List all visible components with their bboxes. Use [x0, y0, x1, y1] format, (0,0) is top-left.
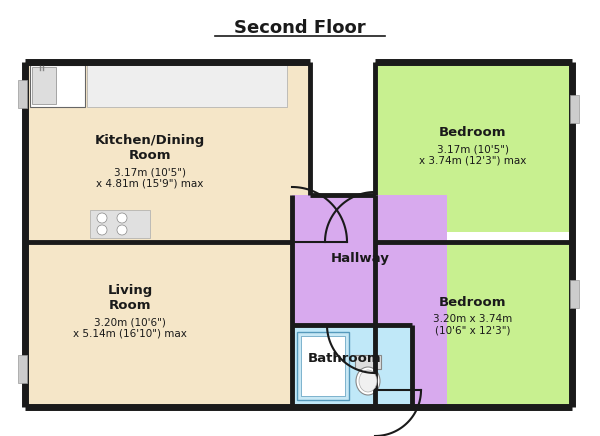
Circle shape — [97, 213, 107, 223]
Bar — [297, 332, 349, 400]
Circle shape — [117, 213, 127, 223]
Bar — [87, 65, 287, 107]
Text: 3.17m (10'5")
x 3.74m (12'3") max: 3.17m (10'5") x 3.74m (12'3") max — [419, 144, 527, 166]
Text: Kitchen/Dining
Room: Kitchen/Dining Room — [95, 134, 205, 162]
Bar — [25, 62, 310, 242]
Bar — [292, 195, 447, 407]
Bar — [18, 355, 27, 383]
Bar — [375, 62, 572, 232]
Text: Hallway: Hallway — [331, 252, 389, 265]
Text: 3.20m x 3.74m
(10'6" x 12'3"): 3.20m x 3.74m (10'6" x 12'3") — [433, 314, 512, 336]
Ellipse shape — [359, 370, 377, 392]
Text: 3.17m (10'5")
x 4.81m (15'9") max: 3.17m (10'5") x 4.81m (15'9") max — [97, 167, 203, 189]
Text: Bathroom: Bathroom — [308, 351, 382, 364]
Text: Living
Room: Living Room — [107, 284, 152, 312]
Bar — [90, 210, 150, 238]
Bar — [375, 242, 572, 407]
Bar — [25, 242, 295, 407]
Text: Bedroom: Bedroom — [439, 296, 507, 309]
Bar — [32, 67, 56, 104]
Bar — [301, 336, 345, 396]
Bar — [18, 80, 27, 108]
Bar — [292, 325, 412, 407]
Text: Bedroom: Bedroom — [439, 126, 507, 139]
Circle shape — [117, 225, 127, 235]
Text: Second Floor: Second Floor — [234, 19, 366, 37]
Text: 3.20m (10'6")
x 5.14m (16'10") max: 3.20m (10'6") x 5.14m (16'10") max — [73, 317, 187, 339]
Bar — [30, 65, 85, 107]
Bar — [355, 355, 381, 369]
Circle shape — [97, 225, 107, 235]
Bar — [570, 280, 579, 308]
Bar — [570, 95, 579, 123]
Ellipse shape — [356, 367, 380, 395]
